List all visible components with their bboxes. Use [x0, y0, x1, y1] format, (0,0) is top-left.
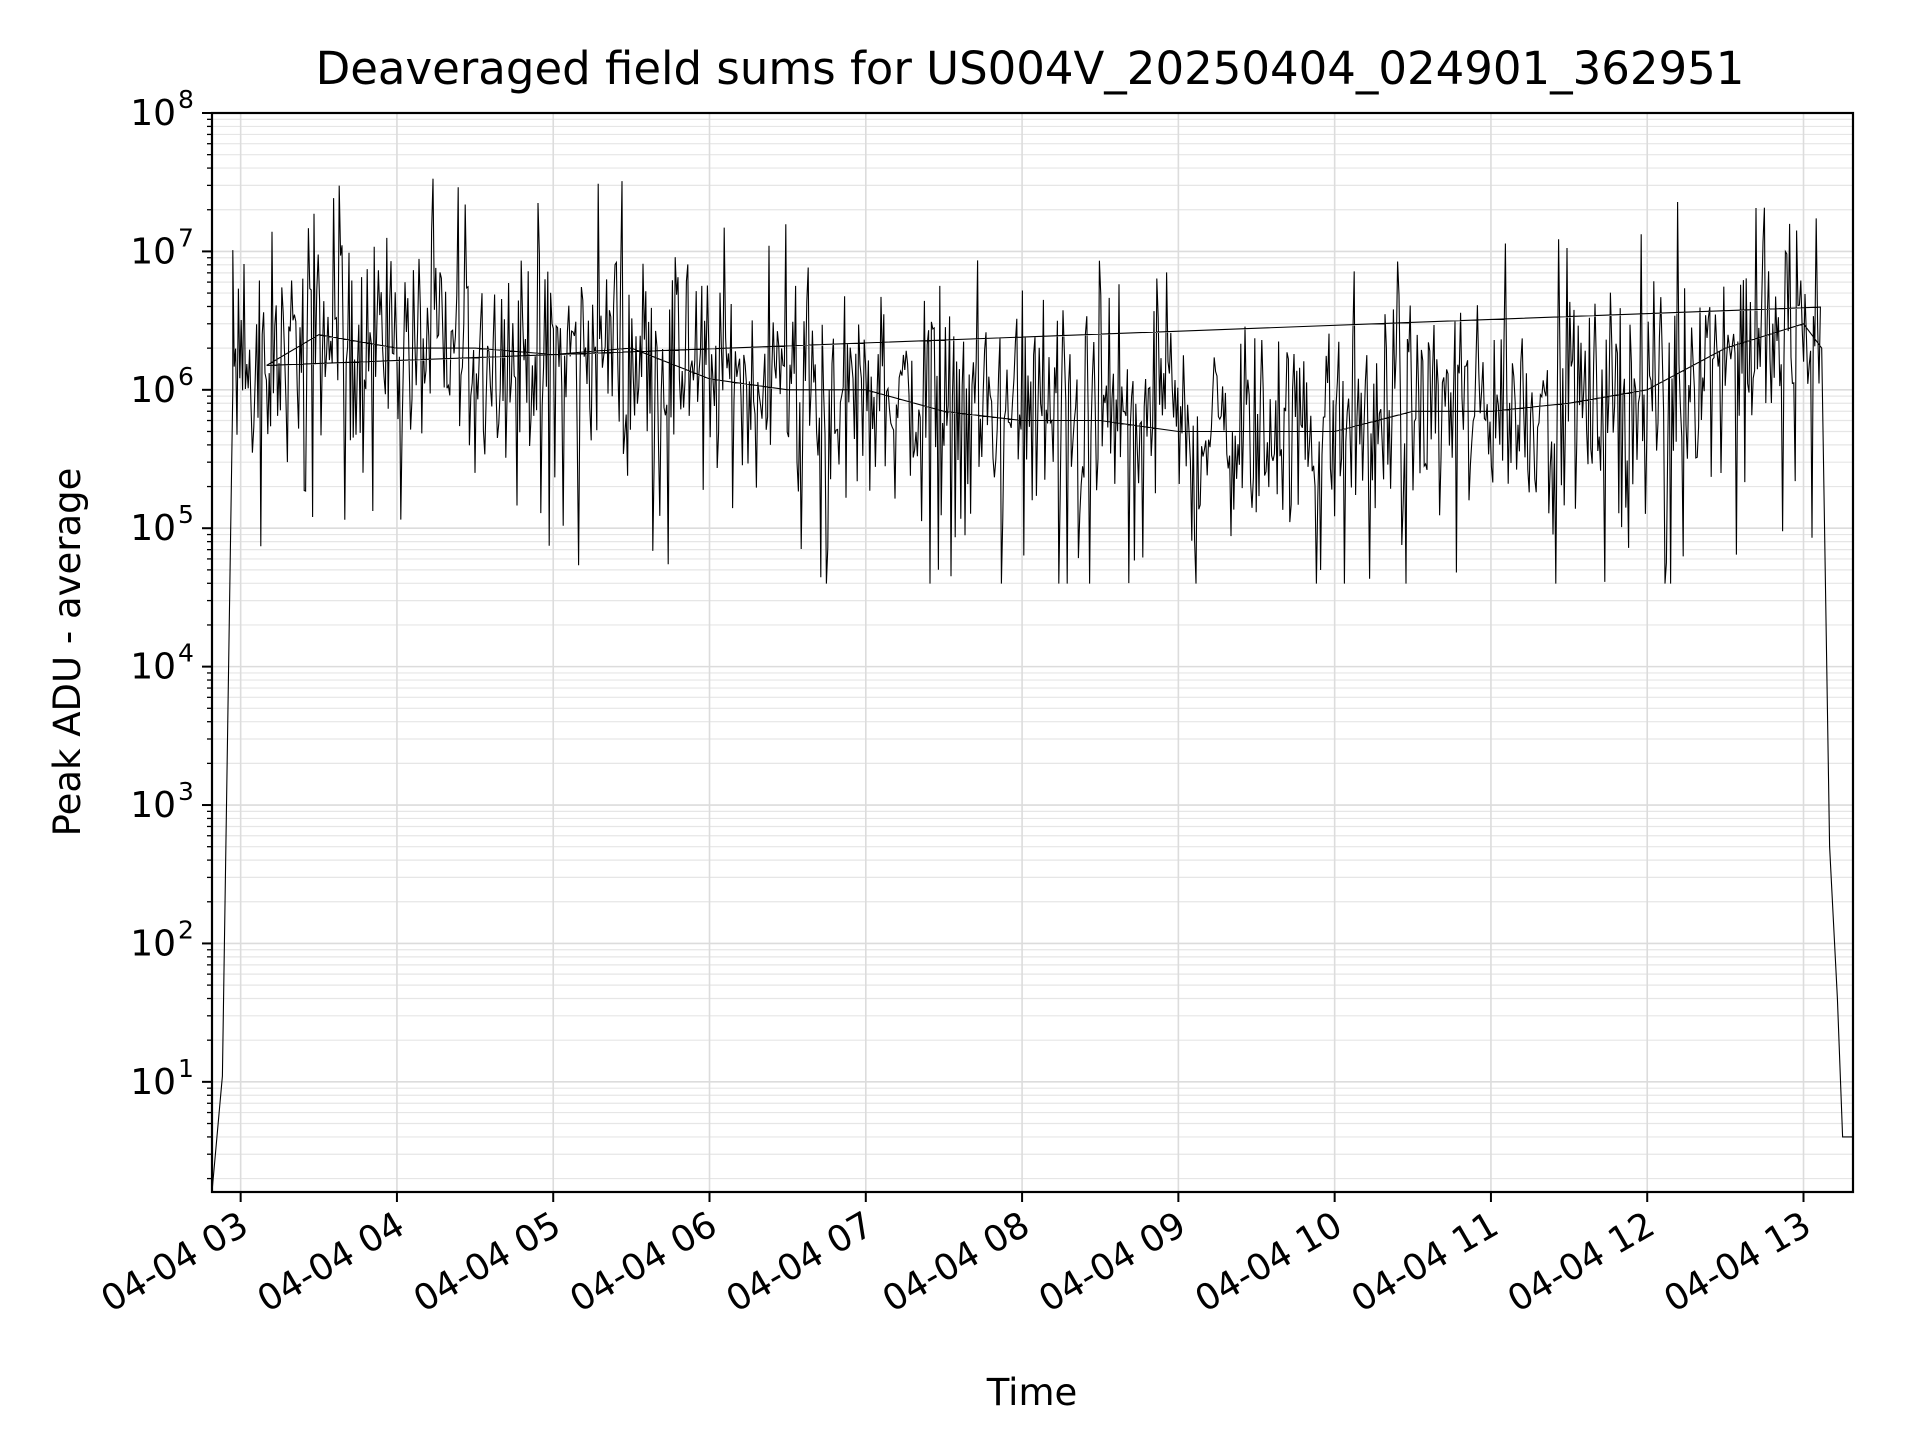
y-tick-label: 10	[130, 370, 176, 411]
y-tick-base: 10	[130, 370, 176, 411]
y-tick-base: 10	[130, 785, 176, 826]
y-tick-exponent: 2	[178, 915, 194, 944]
y-axis-label: Peak ADU - average	[46, 468, 89, 837]
y-tick-label: 10	[130, 785, 176, 826]
plot-frame	[210, 111, 1855, 1194]
y-tick-base: 10	[130, 508, 176, 549]
y-tick-exponent: 7	[178, 223, 194, 252]
series-line	[211, 178, 1853, 1193]
y-tick-label: 10	[130, 1062, 176, 1103]
y-tick-exponent: 5	[178, 500, 194, 529]
y-tick-base: 10	[130, 1062, 176, 1103]
y-tick-exponent: 6	[178, 362, 194, 391]
y-tick-base: 10	[130, 93, 176, 134]
series-group	[211, 178, 1853, 1193]
y-tick-label: 10	[130, 647, 176, 688]
y-tick-label: 10	[130, 231, 176, 272]
x-axis-label: Time	[986, 1371, 1078, 1414]
y-tick-label: 10	[130, 93, 176, 134]
y-tick-base: 10	[130, 923, 176, 964]
chart-title: Deaveraged field sums for US004V_2025040…	[316, 42, 1745, 95]
y-tick-label: 10	[130, 508, 176, 549]
y-tick-exponent: 3	[178, 777, 194, 806]
y-tick-base: 10	[130, 231, 176, 272]
y-tick-label: 10	[130, 923, 176, 964]
y-tick-exponent: 1	[178, 1054, 194, 1083]
y-tick-exponent: 4	[178, 639, 194, 668]
y-tick-base: 10	[130, 647, 176, 688]
y-tick-exponent: 8	[178, 85, 194, 114]
